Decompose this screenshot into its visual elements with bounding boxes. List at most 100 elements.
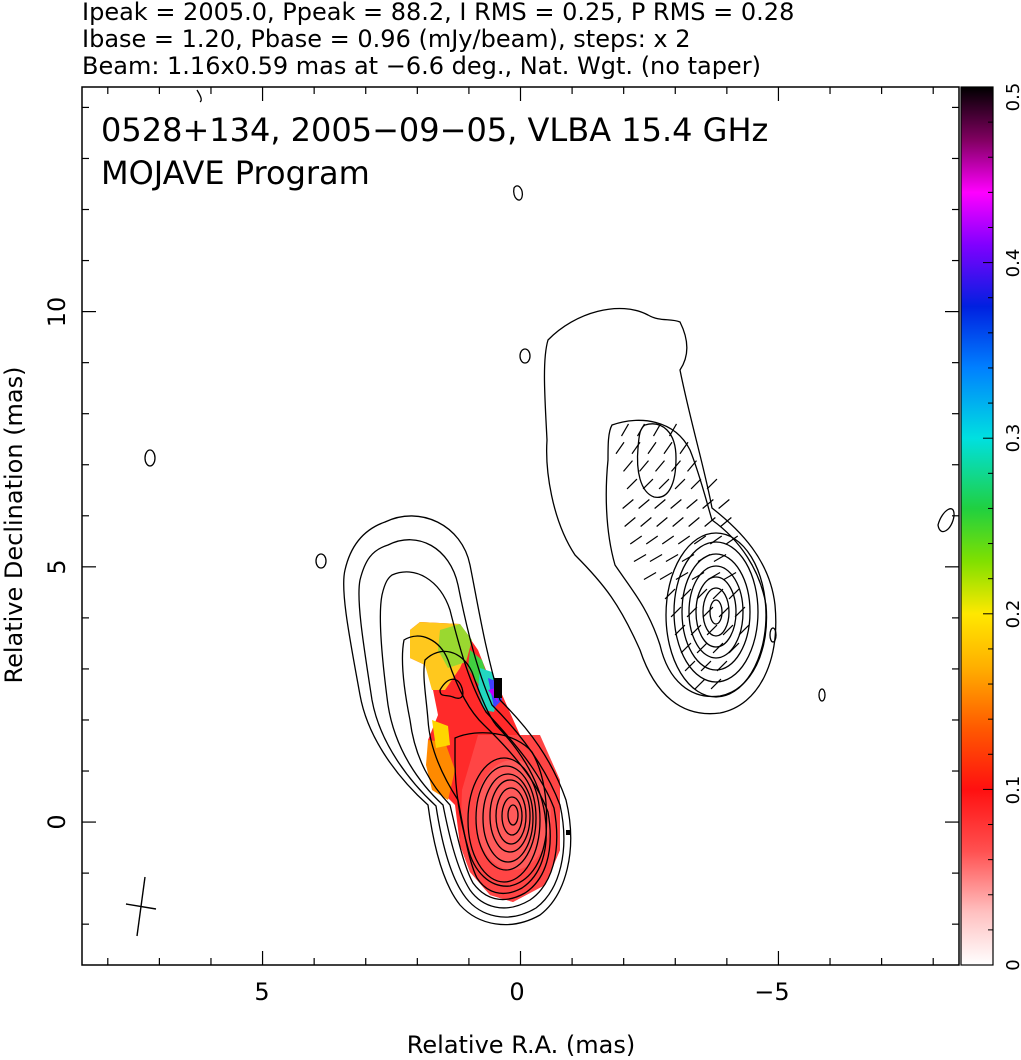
- evpa-vector: [707, 571, 721, 581]
- x-tick-labels: 5 0 −5: [254, 978, 789, 1006]
- evpa-vector: [712, 588, 724, 600]
- evpa-vector: [704, 517, 716, 527]
- evpa-vector: [652, 423, 662, 437]
- evpa-vector: [622, 499, 634, 509]
- evpa-vector: [680, 642, 692, 654]
- evpa-vector: [670, 606, 682, 618]
- y-tick-label-5: 5: [43, 559, 71, 574]
- evpa-vector: [728, 642, 740, 654]
- evpa-vector: [655, 460, 665, 472]
- evpa-vector: [636, 423, 646, 437]
- y-tick-label-10: 10: [43, 297, 71, 328]
- evpa-vector: [688, 517, 700, 527]
- evpa-vector: [718, 606, 730, 618]
- evpa-vector: [734, 606, 746, 618]
- evpa-vector: [659, 571, 673, 581]
- evpa-vector: [696, 588, 708, 600]
- axis-ticks: [82, 87, 959, 965]
- colorbar-label-0.4: 0.4: [1003, 249, 1021, 278]
- colorbar-gradient: [960, 86, 994, 966]
- evpa-vector: [738, 624, 750, 636]
- x-tick-label-5: 5: [254, 978, 269, 1006]
- evpa-vector: [624, 517, 636, 527]
- evpa-vector: [671, 460, 681, 472]
- evpa-vector: [713, 553, 727, 563]
- evpa-vector: [684, 660, 696, 672]
- evpa-vector: [674, 624, 686, 636]
- evpa-vector: [647, 441, 657, 455]
- colorbar-label-0: 0: [1003, 959, 1021, 970]
- evpa-vector: [681, 553, 695, 563]
- y-tick-label-0: 0: [43, 814, 71, 829]
- evpa-vector: [693, 535, 707, 545]
- evpa-vector: [645, 535, 659, 545]
- evpa-vector: [642, 478, 654, 490]
- evpa-vector: [626, 478, 638, 490]
- beam-indicator: [125, 876, 157, 937]
- evpa-vector: [702, 606, 714, 618]
- colorbar: 0 0.1 0.2 0.3 0.4 0.5: [960, 83, 1021, 971]
- polarization-vectors: [615, 423, 750, 690]
- evpa-vector: [702, 499, 714, 509]
- evpa-vector: [700, 660, 712, 672]
- evpa-vector: [640, 517, 652, 527]
- evpa-vector: [670, 499, 682, 509]
- evpa-vector: [706, 624, 718, 636]
- evpa-vector: [664, 588, 676, 600]
- evpa-vector: [716, 660, 728, 672]
- evpa-vector: [654, 499, 666, 509]
- isolated-contours: [144, 89, 955, 835]
- evpa-vector: [694, 678, 706, 690]
- evpa-vector: [675, 571, 689, 581]
- evpa-vector: [690, 478, 702, 490]
- evpa-vector: [661, 535, 675, 545]
- evpa-vector: [680, 588, 692, 600]
- evpa-vector: [633, 553, 647, 563]
- evpa-vector: [672, 517, 684, 527]
- x-tick-label-minus5: −5: [754, 978, 789, 1006]
- evpa-vector: [706, 478, 718, 490]
- y-tick-labels: 0 5 10: [43, 297, 71, 830]
- evpa-vector: [620, 423, 630, 437]
- x-tick-label-0: 0: [509, 978, 524, 1006]
- evpa-vector: [631, 441, 641, 455]
- evpa-vector: [638, 499, 650, 509]
- evpa-vector: [649, 553, 663, 563]
- evpa-vector: [697, 553, 711, 563]
- evpa-vector: [709, 535, 723, 545]
- evpa-vector: [677, 535, 691, 545]
- evpa-vector: [712, 642, 724, 654]
- evpa-vector: [668, 423, 678, 437]
- evpa-vector: [643, 571, 657, 581]
- evpa-vector: [720, 517, 732, 527]
- colorbar-label-0.5: 0.5: [1003, 83, 1021, 112]
- evpa-vector: [710, 678, 722, 690]
- evpa-vector: [629, 535, 643, 545]
- evpa-vector: [687, 460, 697, 472]
- evpa-vector: [663, 441, 673, 455]
- evpa-vector: [679, 441, 689, 455]
- header-line-3: Beam: 1.16x0.59 mas at −6.6 deg., Nat. W…: [82, 52, 761, 80]
- evpa-vector: [728, 588, 740, 600]
- intensity-contours-nw-feature: [543, 307, 777, 715]
- evpa-vector: [691, 571, 705, 581]
- map-area: [125, 89, 955, 937]
- evpa-vector: [615, 441, 625, 455]
- y-axis-label: Relative Declination (mas): [0, 366, 28, 683]
- plot-title: 0528+134, 2005−09−05, VLBA 15.4 GHz: [101, 111, 768, 149]
- colorbar-label-0.3: 0.3: [1003, 424, 1021, 453]
- colorbar-label-0.2: 0.2: [1003, 600, 1021, 629]
- evpa-vector: [690, 624, 702, 636]
- evpa-vector: [665, 553, 679, 563]
- colorbar-label-0.1: 0.1: [1003, 776, 1021, 805]
- evpa-vector: [696, 642, 708, 654]
- evpa-vector: [722, 624, 734, 636]
- evpa-vector: [674, 478, 686, 490]
- evpa-vector: [639, 460, 649, 472]
- evpa-vector: [686, 606, 698, 618]
- intensity-contours-core: [343, 515, 572, 926]
- evpa-vector: [658, 478, 670, 490]
- colorbar-ticks: [983, 86, 993, 966]
- evpa-vector: [623, 460, 633, 472]
